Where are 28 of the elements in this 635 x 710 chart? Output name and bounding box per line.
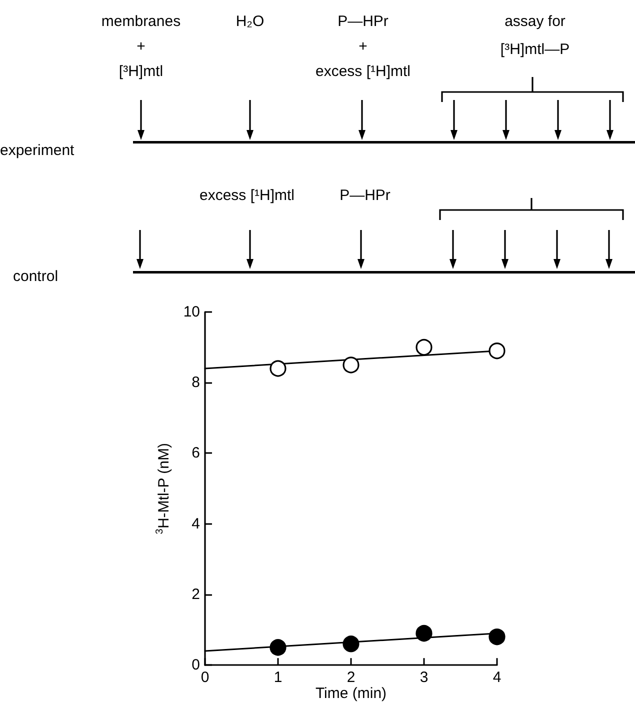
y-tick-label: 8 [192,374,200,392]
point [342,636,360,652]
point [488,628,506,646]
point [416,339,432,356]
point [270,360,286,377]
text: P—HPr [340,187,390,204]
y-axis-title: 3H-Mtl-P (nM) [154,442,172,534]
y-tick-label: 4 [192,515,200,532]
y-tick-label: 10 [183,304,200,320]
y-tick-label: 2 [192,586,200,603]
point [488,342,506,360]
point [342,356,360,374]
point [416,625,432,642]
text: excess [¹H]mtl [199,187,295,204]
y-tick-label: 6 [192,444,200,462]
x-tick-label: 1 [274,669,282,686]
text: H₂O [236,13,264,30]
x-tick-label: 2 [346,669,356,686]
y-tick-label: 0 [192,656,200,674]
x-axis-title: Time (min) [315,685,387,702]
text: P—HPr + excess [¹H]mtl [315,13,411,80]
text: experiment [0,142,76,159]
x-tick-label: 3 [420,669,428,686]
text: assay for [³H]mtl—P [500,13,570,58]
point [270,639,286,656]
x-tick-label: 4 [492,669,502,686]
text: membranes + [³H]mtl [101,13,181,80]
text: control [13,268,58,285]
